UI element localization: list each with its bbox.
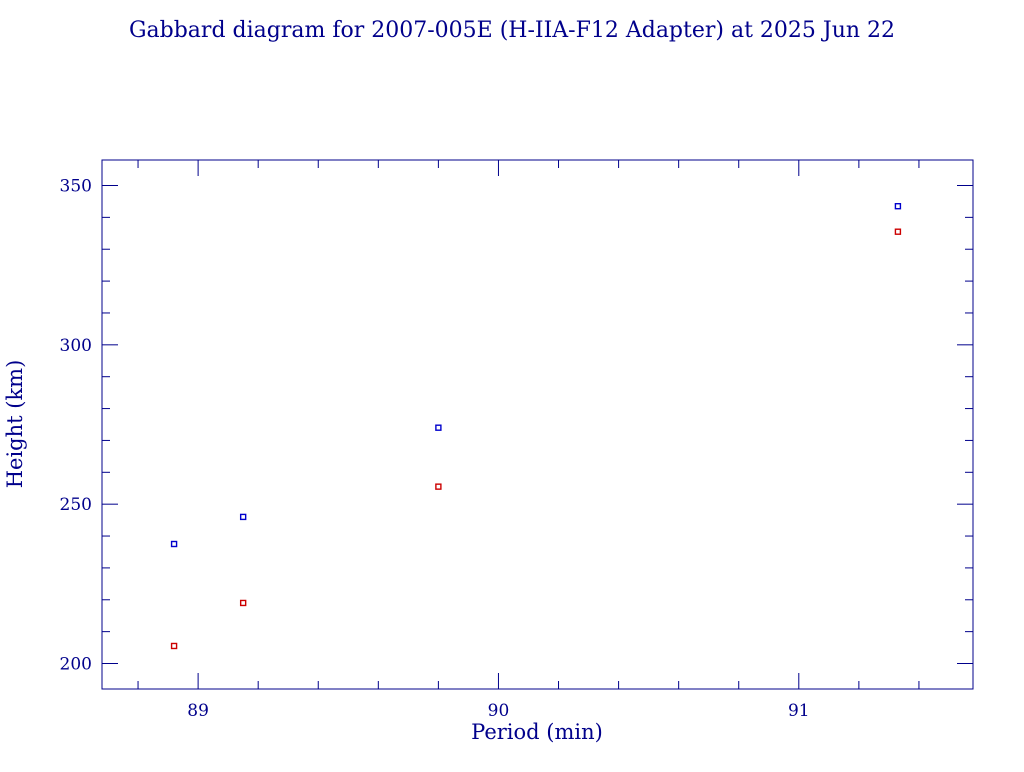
y-tick-label: 200 bbox=[60, 655, 92, 675]
perigee-point bbox=[239, 599, 247, 607]
y-tick-label: 250 bbox=[60, 495, 92, 515]
apogee-point bbox=[170, 540, 178, 548]
data-points bbox=[170, 203, 902, 650]
apogee-point bbox=[435, 424, 442, 431]
plot-frame bbox=[101, 159, 974, 690]
perigee-point bbox=[170, 642, 178, 650]
y-axis-ticks bbox=[102, 184, 973, 665]
x-axis-ticks bbox=[137, 160, 920, 689]
y-axis-tick-labels: 200 250 300 350 bbox=[60, 176, 92, 674]
x-tick-label: 91 bbox=[788, 701, 810, 721]
x-axis-label: Period (min) bbox=[471, 720, 603, 744]
perigee-point bbox=[894, 228, 902, 235]
y-tick-label: 350 bbox=[60, 176, 92, 196]
apogee-point bbox=[239, 513, 247, 521]
y-axis-label: Height (km) bbox=[3, 360, 27, 489]
perigee-point bbox=[435, 483, 442, 490]
x-axis-tick-labels: 89 90 91 bbox=[187, 701, 809, 721]
apogee-point bbox=[894, 203, 902, 210]
x-tick-label: 90 bbox=[488, 701, 510, 721]
x-tick-label: 89 bbox=[187, 701, 209, 721]
chart-title: Gabbard diagram for 2007-005E (H-IIA-F12… bbox=[129, 18, 895, 43]
y-tick-label: 300 bbox=[60, 336, 92, 356]
